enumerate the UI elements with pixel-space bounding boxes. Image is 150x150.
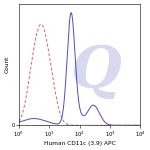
Text: Q: Q [70,44,121,100]
X-axis label: Human CD11c (3.9) APC: Human CD11c (3.9) APC [44,141,116,146]
Y-axis label: Count: Count [4,56,9,73]
